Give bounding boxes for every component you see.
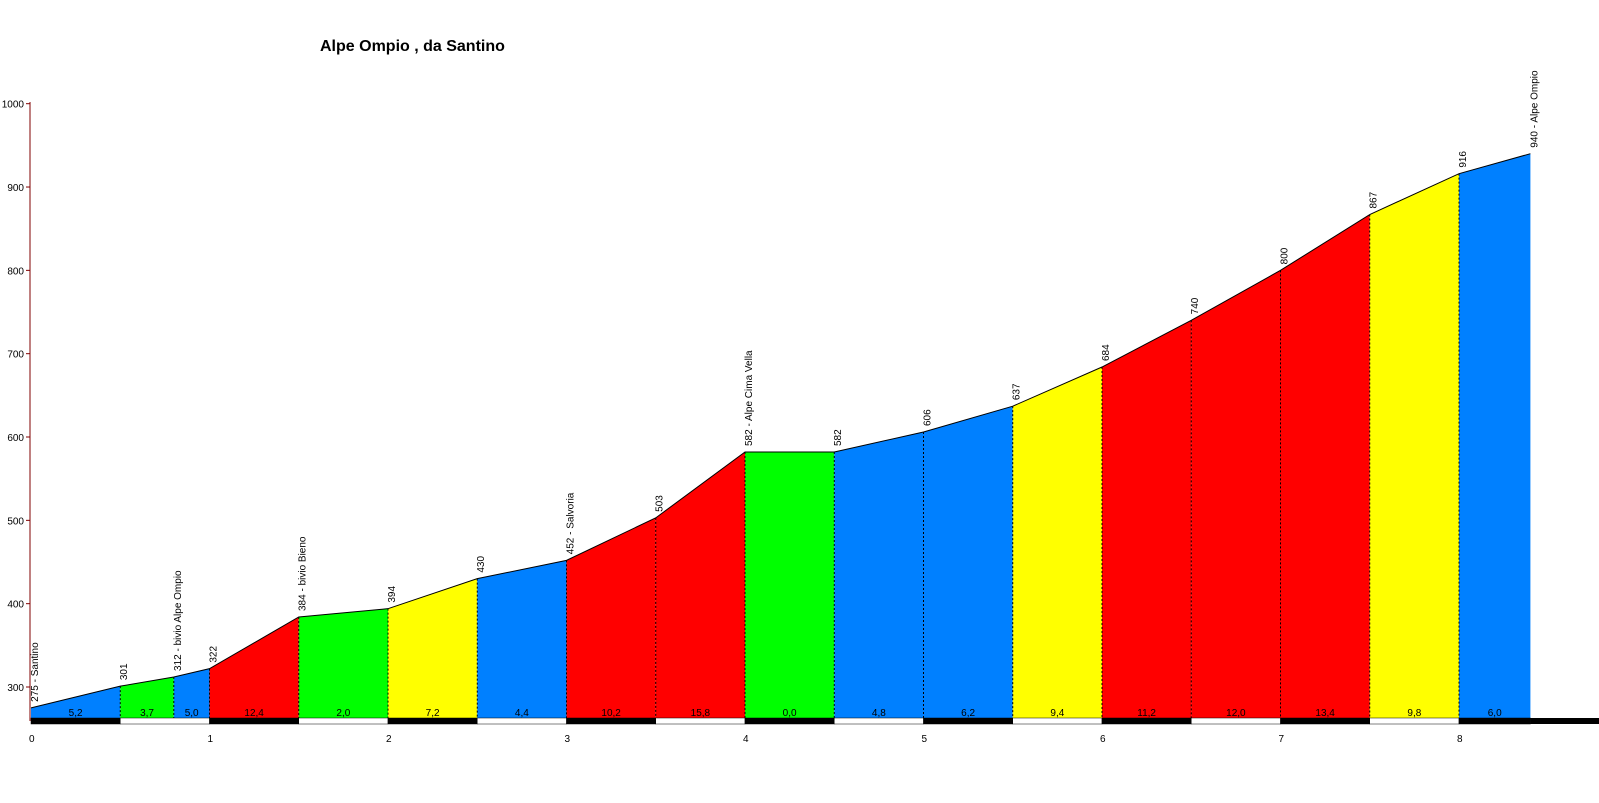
- segment-area-17: [1369, 173, 1459, 721]
- segment-area-10: [745, 452, 835, 721]
- gradient-label-11: 4,8: [872, 708, 886, 719]
- profile-line: [30, 153, 1531, 709]
- gradient-label-3: 5,0: [185, 708, 199, 719]
- y-tick-label-500: 500: [7, 516, 24, 527]
- segment-area-6: [388, 578, 478, 721]
- gradient-label-2: 3,7: [140, 708, 154, 719]
- segment-fills: [31, 153, 1531, 722]
- point-labels: 275 - Santino 301 312 - bivio Alpe Ompio 32…: [30, 70, 1540, 702]
- gradient-label-8: 10,2: [601, 708, 621, 719]
- point-label-17: 867: [1369, 191, 1380, 208]
- segment-dividers: [119, 173, 1460, 721]
- gradient-label-4: 12,4: [244, 708, 264, 719]
- gradient-label-16: 13,4: [1315, 708, 1335, 719]
- axes: 300 400 500 600 700 800 900 1000 0 1 2 3 4 5 6 7 8: [2, 100, 1463, 745]
- point-label-1: 275 - Santino: [30, 642, 41, 702]
- gradient-label-15: 12,0: [1226, 708, 1246, 719]
- y-tick-label-400: 400: [7, 600, 24, 611]
- point-label-7: 430: [476, 556, 487, 573]
- point-label-4: 322: [209, 646, 220, 663]
- gradient-label-14: 11,2: [1137, 708, 1156, 719]
- gradient-label-18: 6,0: [1488, 708, 1502, 719]
- gradient-label-7: 4,4: [515, 708, 529, 719]
- point-label-10: 582 - Alpe Cima Vella: [744, 350, 755, 446]
- segment-area-4: [209, 617, 299, 721]
- x-tick-label-1: 1: [208, 734, 214, 745]
- point-label-5: 384 - bivio Bieno: [298, 536, 309, 611]
- point-label-16: 800: [1280, 247, 1291, 264]
- gradient-label-17: 9,8: [1407, 708, 1421, 719]
- segment-area-18: [1459, 153, 1531, 722]
- point-label-19: 940 - Alpe Ompio: [1529, 70, 1540, 148]
- gradient-label-13: 9,4: [1050, 708, 1064, 719]
- x-tick-label-2: 2: [386, 734, 392, 745]
- gradient-label-1: 5,2: [69, 708, 83, 719]
- x-tick-label-8: 8: [1457, 734, 1463, 745]
- point-label-8: 452 - Salvoria: [566, 492, 577, 554]
- distance-bar-tail: [1530, 718, 1599, 724]
- chart-title: Alpe Ompio , da Santino: [320, 38, 505, 55]
- segment-area-8: [566, 517, 656, 721]
- distance-bar: [30, 717, 1599, 725]
- segment-area-1: [31, 686, 121, 721]
- point-label-13: 637: [1012, 383, 1023, 400]
- y-tick-label-900: 900: [7, 183, 24, 194]
- segment-area-7: [477, 560, 567, 721]
- segment-area-16: [1280, 214, 1370, 721]
- x-tick-label-5: 5: [922, 734, 928, 745]
- segment-area-11: [834, 432, 924, 721]
- point-label-14: 684: [1101, 344, 1112, 361]
- x-tick-label-6: 6: [1100, 734, 1106, 745]
- point-label-3: 312 - bivio Alpe Ompio: [173, 570, 184, 671]
- y-tick-label-1000: 1000: [2, 100, 25, 111]
- x-tick-label-3: 3: [565, 734, 571, 745]
- point-label-6: 394: [387, 586, 398, 603]
- x-tick-label-4: 4: [743, 734, 749, 745]
- y-tick-label-700: 700: [7, 350, 24, 361]
- segment-area-13: [1012, 367, 1102, 721]
- gradient-label-6: 7,2: [426, 708, 440, 719]
- segment-area-15: [1191, 270, 1281, 721]
- profile-outline: [30, 153, 1531, 709]
- point-label-18: 916: [1458, 151, 1469, 168]
- gradient-label-12: 6,2: [961, 708, 975, 719]
- point-label-2: 301: [119, 663, 130, 680]
- gradient-label-9: 15,8: [691, 708, 711, 719]
- segment-area-14: [1102, 320, 1192, 721]
- x-tick-label-0: 0: [29, 734, 35, 745]
- segment-area-5: [298, 608, 388, 721]
- gradient-label-5: 2,0: [336, 708, 350, 719]
- segment-area-9: [655, 452, 745, 721]
- segment-area-2: [120, 677, 174, 721]
- gradient-labels: 5,2 3,7 5,0 12,4 2,0 7,2 4,4 10,2 15,8 0,0 4,8 6,2 9…: [69, 708, 1502, 719]
- point-label-12: 606: [923, 409, 934, 426]
- y-tick-label-600: 600: [7, 433, 24, 444]
- y-tick-label-800: 800: [7, 266, 24, 277]
- segment-area-3: [173, 668, 210, 721]
- y-tick-label-300: 300: [7, 683, 24, 694]
- point-label-15: 740: [1190, 297, 1201, 314]
- point-label-11: 582: [833, 429, 844, 446]
- x-tick-label-7: 7: [1279, 734, 1285, 745]
- point-label-9: 503: [655, 495, 666, 512]
- segment-area-12: [923, 406, 1013, 721]
- gradient-label-10: 0,0: [783, 708, 797, 719]
